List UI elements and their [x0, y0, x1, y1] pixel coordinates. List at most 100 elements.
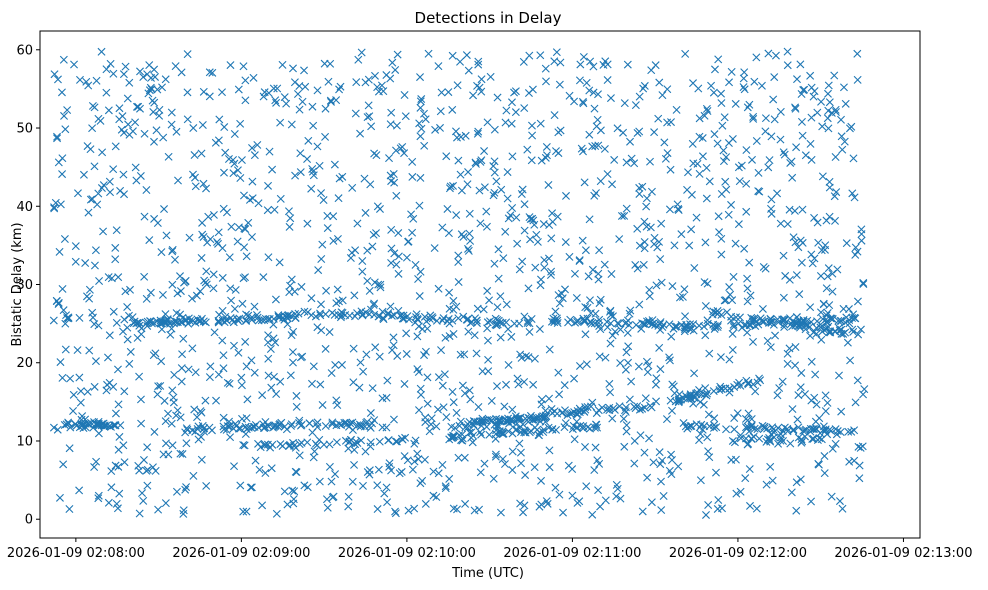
detection-point: [178, 350, 187, 359]
detection-point: [813, 317, 822, 326]
detection-point: [387, 108, 396, 117]
detection-point: [390, 178, 399, 187]
detection-point: [739, 74, 748, 83]
detection-point: [570, 269, 579, 278]
detection-point: [289, 438, 298, 447]
detection-point: [540, 414, 549, 423]
detection-point: [140, 129, 149, 138]
detection-point: [135, 466, 144, 475]
detection-point: [328, 418, 337, 427]
detection-point: [55, 247, 64, 256]
detection-point: [717, 234, 726, 243]
detection-point: [432, 422, 441, 431]
detection-point: [369, 230, 378, 239]
detection-point: [322, 286, 331, 295]
detection-point: [517, 459, 526, 468]
detection-point: [76, 398, 85, 407]
detection-point: [542, 497, 551, 506]
detection-point: [384, 309, 393, 318]
detection-point: [663, 118, 672, 127]
detection-point: [351, 246, 360, 255]
detection-point: [498, 318, 507, 327]
detection-point: [402, 329, 411, 338]
detection-point: [168, 247, 177, 256]
detection-point: [214, 239, 223, 248]
detection-point: [791, 342, 800, 351]
detection-point: [837, 132, 846, 141]
detection-point: [851, 398, 860, 407]
x-axis: 2026-01-09 02:08:00 2026-01-09 02:09:00 20…: [7, 538, 972, 561]
detection-point: [477, 156, 486, 165]
detection-point: [695, 423, 704, 432]
detection-point: [461, 499, 470, 508]
detection-point: [745, 258, 754, 267]
detection-point: [480, 147, 489, 156]
detection-point: [474, 403, 483, 412]
detection-point: [856, 325, 865, 334]
detection-point: [591, 142, 600, 151]
detection-point: [403, 456, 412, 465]
detection-point: [722, 308, 731, 317]
detection-point: [259, 420, 268, 429]
detection-point: [642, 202, 651, 211]
detection-point: [689, 159, 698, 168]
detection-point: [147, 73, 156, 82]
detection-point: [824, 264, 833, 273]
detection-point: [131, 163, 140, 172]
detection-point: [242, 507, 251, 516]
detection-point: [123, 303, 132, 311]
detection-point: [344, 502, 353, 511]
detection-point: [157, 357, 166, 366]
detection-point: [177, 364, 186, 373]
detection-point: [783, 61, 792, 70]
detection-point: [442, 413, 451, 422]
detection-point: [132, 319, 141, 328]
detection-point: [106, 59, 115, 68]
detection-point: [585, 86, 594, 95]
detection-point: [51, 198, 60, 207]
detection-point: [663, 149, 672, 158]
detection-point: [491, 450, 500, 459]
detection-point: [321, 344, 330, 353]
detection-point: [823, 272, 832, 281]
detection-point: [492, 177, 501, 186]
detection-point: [524, 414, 533, 423]
detection-point: [474, 127, 483, 136]
detection-point: [619, 414, 628, 423]
detection-point: [769, 425, 778, 434]
detection-point: [442, 152, 451, 161]
detection-point: [104, 498, 113, 507]
detection-point: [798, 131, 807, 140]
detection-point: [109, 382, 118, 391]
detection-point: [218, 273, 227, 282]
detection-point: [111, 409, 120, 418]
detection-point: [57, 88, 66, 97]
detection-point: [140, 272, 149, 281]
detection-point: [309, 453, 318, 462]
detection-point: [358, 267, 367, 276]
detection-point: [841, 318, 850, 327]
detection-point: [624, 342, 633, 351]
detection-point: [762, 480, 771, 489]
detection-point: [295, 440, 304, 449]
detection-point: [412, 313, 420, 322]
detection-point: [54, 298, 63, 307]
detection-point: [655, 448, 664, 457]
detection-point: [267, 383, 276, 392]
detection-point: [255, 465, 264, 474]
detection-point: [765, 156, 774, 165]
detection-point: [138, 489, 147, 498]
detection-point: [788, 173, 797, 182]
detection-point: [594, 90, 603, 99]
detection-point: [545, 394, 554, 403]
detection-point: [522, 352, 531, 361]
detection-point: [605, 379, 614, 388]
detection-point: [383, 498, 392, 507]
detection-point: [182, 439, 191, 448]
detection-point: [516, 350, 525, 359]
detection-point: [579, 52, 588, 61]
detection-point: [492, 418, 501, 427]
detection-point: [705, 453, 714, 462]
x-tick-label: 2026-01-09 02:10:00: [338, 546, 476, 561]
